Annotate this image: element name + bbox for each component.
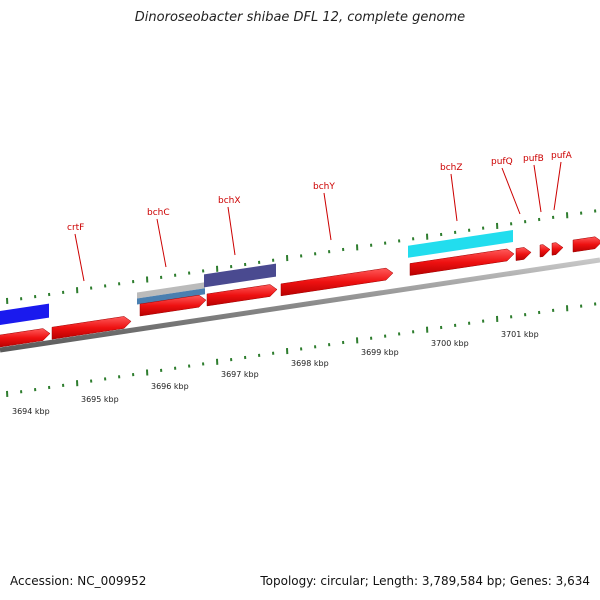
cds-arrow (572, 236, 600, 253)
steel-feature (137, 288, 205, 305)
label-leader (227, 206, 236, 256)
gene-label-crtf: crtF (67, 223, 84, 233)
label-leader (323, 192, 332, 241)
gene-label-bchc: bchC (147, 208, 170, 218)
label-leader (501, 167, 521, 215)
gray-feature (137, 282, 205, 299)
kbp-label-3700: 3700 kbp (431, 339, 469, 348)
gene-label-bchy: bchY (313, 182, 335, 192)
kbp-label-3694: 3694 kbp (12, 407, 50, 416)
kbp-label-3701: 3701 kbp (501, 330, 539, 339)
summary-text: Topology: circular; Length: 3,789,584 bp… (260, 574, 590, 588)
gene-label-pufb: pufB (523, 154, 544, 164)
cds-arrow (206, 284, 278, 307)
kbp-label-3698: 3698 kbp (291, 359, 329, 368)
cds-arrows (0, 236, 600, 348)
label-leader (553, 161, 562, 211)
label-leader (156, 218, 167, 268)
kbp-label-3696: 3696 kbp (151, 382, 189, 391)
label-leader-lines (74, 161, 562, 282)
inner-tick-marks (6, 302, 597, 397)
accession-text: Accession: NC_009952 (10, 574, 147, 588)
cds-arrow (515, 247, 532, 261)
outer-tick-marks (6, 209, 597, 304)
cds-arrow (409, 248, 515, 276)
cyan-feature (408, 230, 513, 258)
gene-label-pufa: pufA (551, 151, 573, 161)
cds-arrow (539, 244, 551, 258)
position-labels: 3694 kbp 3695 kbp 3696 kbp 3697 kbp 3698… (12, 330, 539, 416)
blue-feature (0, 303, 49, 325)
cds-arrow (51, 316, 132, 340)
label-leader (533, 164, 542, 213)
indigo-feature (204, 263, 276, 288)
kbp-label-3695: 3695 kbp (81, 395, 119, 404)
label-leader (74, 233, 85, 282)
gene-label-pufq: pufQ (491, 157, 513, 167)
map-title: Dinoroseobacter shibae DFL 12, complete … (134, 10, 466, 25)
gene-label-bchx: bchX (218, 196, 241, 206)
gene-label-bchz: bchZ (440, 163, 463, 173)
cds-arrow (139, 294, 207, 317)
kbp-label-3699: 3699 kbp (361, 348, 399, 357)
feature-blocks (0, 230, 513, 325)
kbp-label-3697: 3697 kbp (221, 370, 259, 379)
cds-arrow (0, 328, 51, 348)
cds-arrow (280, 267, 394, 297)
gene-labels: crtF bchC bchX bchY bchZ pufQ pufB pufA (67, 151, 573, 233)
cds-arrow (551, 242, 564, 256)
genome-backbone (0, 257, 600, 353)
label-leader (450, 173, 458, 222)
